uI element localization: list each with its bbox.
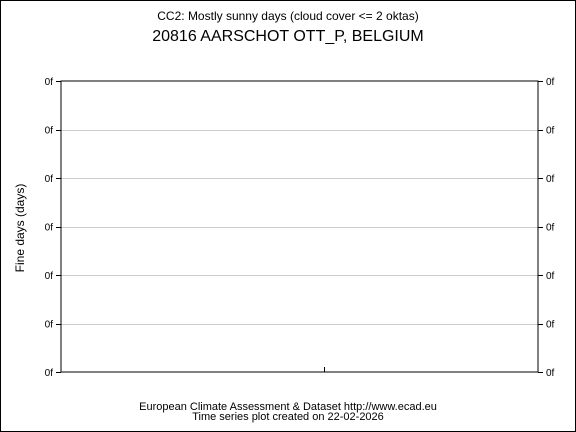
y-tick-label-left: 0f [45, 126, 54, 137]
y-tick-label-left: 0f [45, 77, 54, 88]
plot-frame [60, 80, 539, 373]
y-tick-label-right: 0f [546, 126, 555, 137]
y-axis-title: Fine days (days) [13, 184, 27, 273]
y-tick-label-left: 0f [45, 174, 54, 185]
footer-source: European Climate Assessment & Dataset ht… [139, 401, 437, 413]
y-tick-label-left: 0f [45, 271, 54, 282]
y-tick-label-left: 0f [45, 320, 54, 331]
chart-subtitle: CC2: Mostly sunny days (cloud cover <= 2… [157, 9, 419, 23]
y-tick-label-left: 0f [45, 368, 54, 379]
y-tick-label-left: 0f [45, 223, 54, 234]
chart-title: 20816 AARSCHOT OTT_P, BELGIUM [152, 28, 424, 45]
y-tick-label-right: 0f [546, 174, 555, 185]
y-axis-labels-right: 0f 0f 0f 0f 0f 0f 0f [546, 77, 555, 379]
grid-lines [61, 130, 538, 325]
y-axis-labels-left: 0f 0f 0f 0f 0f 0f 0f [45, 77, 54, 379]
y-tick-label-right: 0f [546, 223, 555, 234]
y-tick-label-right: 0f [546, 77, 555, 88]
y-axis-ticks [56, 81, 543, 373]
footer-created: Time series plot created on 22-02-2026 [192, 411, 384, 423]
y-tick-label-right: 0f [546, 271, 555, 282]
y-tick-label-right: 0f [546, 368, 555, 379]
y-tick-label-right: 0f [546, 320, 555, 331]
